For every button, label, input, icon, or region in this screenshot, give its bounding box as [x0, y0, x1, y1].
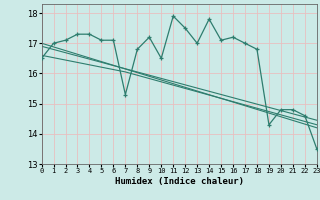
X-axis label: Humidex (Indice chaleur): Humidex (Indice chaleur)	[115, 177, 244, 186]
